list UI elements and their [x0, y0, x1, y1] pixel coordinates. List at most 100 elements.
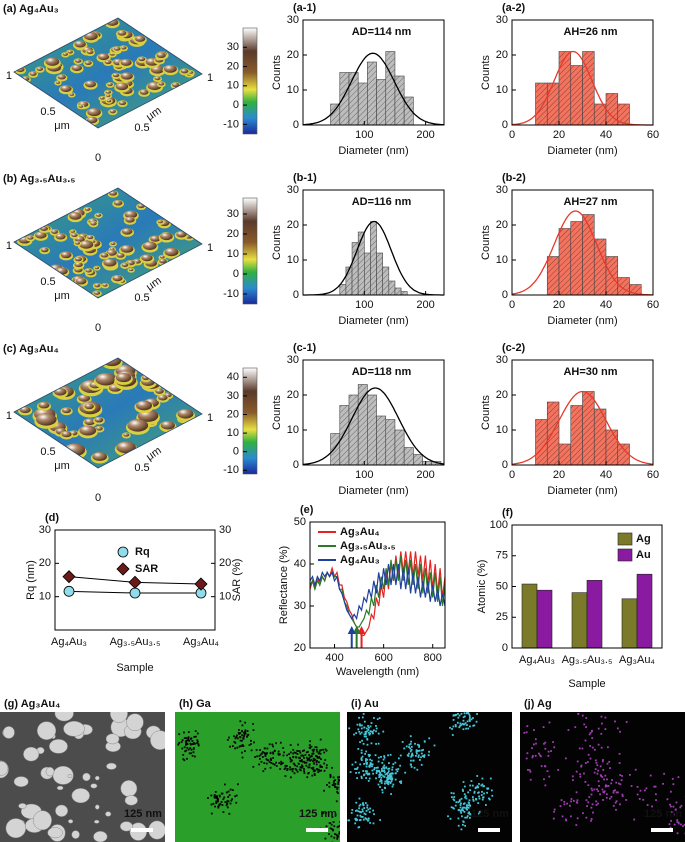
eds-pixel: [605, 796, 608, 799]
y-tick-label: -10: [223, 288, 239, 300]
histogram-bar: [558, 51, 572, 126]
afm-axis-label: μm: [144, 445, 164, 464]
eds-pixel: [383, 764, 386, 767]
eds-pixel: [329, 773, 332, 776]
eds-pixel: [221, 804, 224, 807]
eds-pixel: [673, 813, 675, 816]
eds-pixel: [360, 777, 363, 780]
afm-grain: [128, 268, 134, 272]
eds-pixel: [192, 747, 195, 749]
eds-pixel: [192, 742, 195, 745]
eds-pixel: [300, 754, 303, 757]
eds-pixel: [364, 770, 367, 773]
eds-pixel: [289, 766, 291, 769]
eds-pixel: [461, 788, 464, 791]
eds-pixel: [392, 763, 395, 766]
eds-pixel: [387, 783, 390, 786]
y-tick-label: 10: [219, 591, 231, 603]
eds-pixel: [299, 769, 302, 772]
x-tick-label: 200: [416, 129, 434, 141]
eds-pixel: [397, 757, 400, 760]
eds-pixel: [584, 780, 587, 783]
histogram-bar: [339, 72, 350, 126]
x-tick-label: 60: [647, 129, 659, 141]
eds-pixel: [338, 779, 340, 782]
eds-pixel: [289, 760, 292, 763]
eds-pixel: [324, 759, 327, 761]
particle: [54, 712, 74, 722]
particle: [119, 821, 133, 832]
eds-pixel: [457, 817, 460, 820]
eds-pixel: [459, 804, 462, 806]
eds-pixel: [365, 818, 368, 821]
eds-pixel: [469, 720, 471, 722]
fit-curve: [303, 52, 445, 126]
eds-pixel: [370, 722, 373, 724]
eds-pixel: [372, 732, 374, 735]
afm-grain: [92, 452, 108, 461]
eds-pixel: [316, 750, 319, 753]
eds-pixel: [196, 732, 199, 735]
eds-pixel: [462, 821, 465, 823]
eds-pixel: [191, 740, 194, 742]
eds-pixel: [368, 765, 371, 768]
eds-pixel: [289, 744, 292, 746]
eds-pixel: [383, 767, 386, 770]
eds-pixel: [217, 805, 220, 808]
eds-pixel: [465, 797, 468, 800]
eds-pixel: [308, 744, 311, 747]
eds-pixel: [296, 753, 299, 755]
eds-pixel: [187, 731, 190, 733]
y-tick-label: 0: [502, 119, 508, 131]
eds-pixel: [618, 752, 621, 755]
eds-pixel: [243, 731, 245, 734]
eds-pixel: [391, 777, 394, 780]
eds-pixel: [433, 744, 436, 747]
eds-pixel: [601, 788, 604, 791]
y-tick-label: 30: [496, 354, 508, 366]
x-tick-label: 40: [600, 299, 612, 311]
eds-pixel: [366, 804, 369, 807]
eds-pixel: [466, 724, 468, 726]
eds-pixel: [330, 828, 333, 830]
scale-bar: [478, 828, 500, 832]
x-axis-label: Diameter (nm): [338, 145, 408, 157]
eds-pixel: [389, 781, 392, 784]
y-tick-label: 0: [233, 268, 239, 280]
eds-pixel: [534, 754, 537, 757]
eds-pixel: [326, 784, 328, 786]
micrograph: [347, 712, 512, 842]
afm-grain: [95, 213, 102, 217]
panel-label: (c-2): [502, 342, 526, 354]
eds-pixel: [580, 765, 583, 768]
data-point: [129, 587, 141, 599]
eds-pixel: [595, 804, 598, 806]
panel-label: (a-1): [293, 2, 317, 14]
histogram-bar: [605, 429, 619, 466]
histogram-bar: [382, 266, 390, 296]
eds-pixel: [313, 774, 316, 776]
eds-pixel: [215, 800, 218, 803]
eds-pixel: [410, 755, 413, 758]
eds-pixel: [486, 787, 489, 790]
eds-pixel: [395, 768, 398, 771]
afm-axis-label: 0.5: [40, 276, 55, 288]
eds-pixel: [382, 766, 385, 769]
eds-pixel: [241, 743, 244, 746]
afm-grain: [74, 40, 86, 48]
eds-pixel: [410, 766, 413, 768]
y-tick-label: 20: [227, 60, 239, 72]
eds-pixel: [272, 762, 275, 765]
eds-pixel: [388, 780, 390, 783]
eds-pixel: [576, 760, 579, 763]
afm-grain: [78, 394, 91, 402]
eds-pixel: [619, 774, 622, 776]
annotation: AD=118 nm: [352, 366, 412, 378]
annotation: AD=116 nm: [352, 196, 412, 208]
eds-pixel: [333, 784, 336, 787]
eds-pixel: [194, 742, 196, 745]
eds-pixel: [378, 774, 381, 776]
eds-pixel: [360, 759, 363, 761]
eds-pixel: [361, 739, 364, 742]
eds-pixel: [358, 723, 361, 726]
